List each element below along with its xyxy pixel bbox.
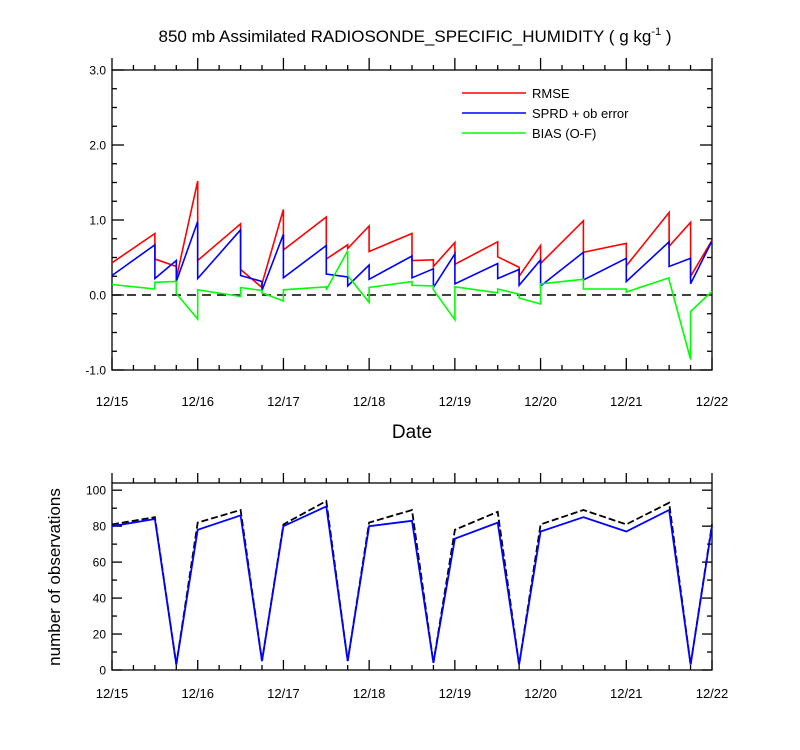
- x-tick-label: 12/20: [524, 394, 557, 409]
- y-tick-label: 100: [86, 484, 106, 498]
- legend-label-bias-o-f: BIAS (O-F): [532, 126, 596, 141]
- legend-label-rmse: RMSE: [532, 86, 570, 101]
- legend-label-sprd-ob-error: SPRD + ob error: [532, 106, 629, 121]
- chart-title-exponent: -1: [651, 26, 661, 38]
- chart-title-suffix: ): [661, 27, 671, 46]
- x-tick-label: 12/18: [353, 686, 386, 701]
- x-tick-label: 12/17: [267, 394, 300, 409]
- chart-title-main: 850 mb Assimilated RADIOSONDE_SPECIFIC_H…: [159, 27, 652, 46]
- legend: RMSE SPRD + ob error BIAS (O-F): [462, 86, 629, 141]
- x-tick-label: 12/20: [524, 686, 557, 701]
- series-line-used-observations: [111, 505, 713, 665]
- y-tick-label: 0.0: [89, 289, 106, 303]
- y-tick-label: 20: [93, 628, 107, 642]
- y-tick-label: 40: [93, 592, 107, 606]
- x-tick-label: 12/22: [696, 686, 729, 701]
- y-tick-label: -1.0: [85, 364, 106, 378]
- series-line-possible-observations: [111, 499, 713, 665]
- x-tick-label: 12/18: [353, 394, 386, 409]
- series-line-rmse: [111, 180, 713, 290]
- series-line-sprd-ob-error: [111, 221, 713, 291]
- y-tick-label: 3.0: [89, 64, 106, 78]
- series-line-bias-o-f: [111, 250, 713, 360]
- y-tick-label: 2.0: [89, 139, 106, 153]
- y-axis-label-observations: number of observations: [45, 488, 64, 666]
- y-tick-label: 0: [99, 664, 106, 678]
- x-tick-label: 12/16: [181, 394, 214, 409]
- top-chart: 12/15 12/16 12/17 12/18 12/19 12/20 12/21 12/22…: [85, 58, 728, 409]
- x-tick-label: 12/15: [96, 394, 129, 409]
- bottom-chart: 12/15 12/16 12/17 12/18 12/19 12/20 12/21 12/22…: [86, 473, 728, 701]
- chart-title: 850 mb Assimilated RADIOSONDE_SPECIFIC_H…: [159, 26, 672, 46]
- y-tick-label: 80: [93, 520, 107, 534]
- x-tick-label: 12/22: [696, 394, 729, 409]
- x-tick-label: 12/16: [181, 686, 214, 701]
- x-tick-label: 12/15: [96, 686, 129, 701]
- y-tick-label: 60: [93, 556, 107, 570]
- x-axis-label: Date: [392, 422, 432, 443]
- plot-frame: [111, 482, 713, 671]
- x-tick-label: 12/17: [267, 686, 300, 701]
- x-tick-label: 12/19: [439, 394, 472, 409]
- y-tick-label: 1.0: [89, 214, 106, 228]
- x-tick-label: 12/21: [610, 686, 643, 701]
- x-tick-label: 12/19: [439, 686, 472, 701]
- x-tick-label: 12/21: [610, 394, 643, 409]
